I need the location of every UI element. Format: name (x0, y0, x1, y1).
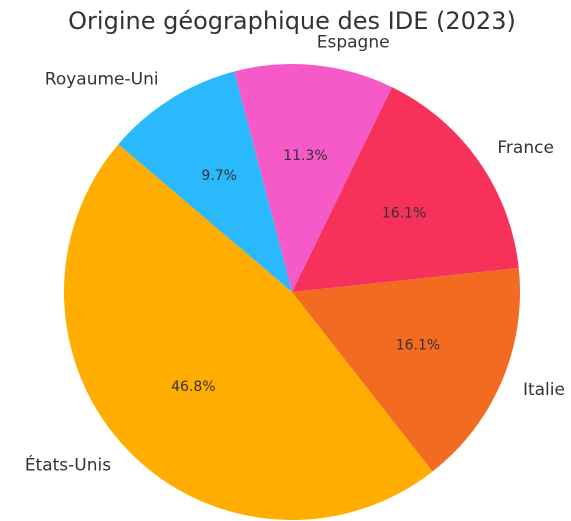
pie: États-Unis 46.8% Italie 16.1% France 16.1% Esp… (25, 32, 565, 520)
pie-slice (292, 268, 520, 472)
category-label: Royaume-Uni (45, 70, 159, 90)
value-label: 11.3% (283, 148, 327, 164)
category-label: Italie (523, 380, 565, 400)
value-label: 9.7% (201, 168, 237, 184)
value-label: 16.1% (396, 337, 440, 353)
value-label: 16.1% (382, 205, 426, 221)
value-label: 46.8% (171, 379, 215, 395)
pie-slice (292, 87, 519, 293)
chart-title: Origine géographique des IDE (2023) (68, 7, 516, 35)
category-label: États-Unis (25, 454, 111, 476)
pie-slice (118, 71, 292, 292)
category-label: France (497, 138, 554, 158)
pie-slice (234, 64, 392, 292)
category-label: Espagne (317, 32, 390, 52)
pie-slice (64, 144, 433, 520)
